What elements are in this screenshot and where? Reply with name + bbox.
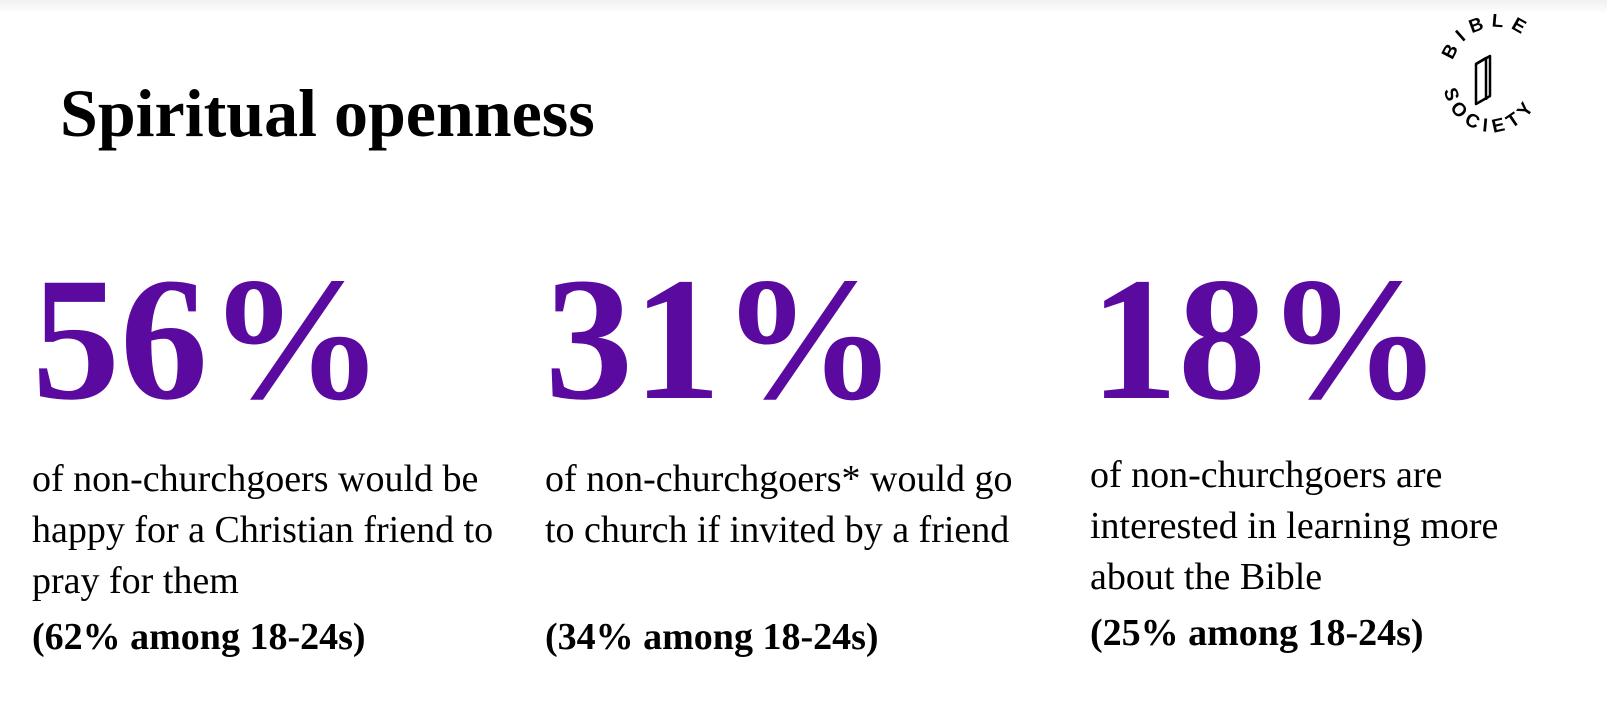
stat-block-church-invite: 31% of non-churchgoers* would go to chur…: [545, 240, 1025, 659]
svg-text:BIBLE: BIBLE: [1438, 14, 1535, 63]
stat-value: 18%: [1090, 242, 1442, 437]
stat-block-bible-interest: 18% of non-churchgoers are interested in…: [1090, 240, 1580, 655]
stat-subtext: (34% among 18-24s): [545, 616, 879, 658]
stat-value: 56%: [32, 242, 384, 437]
stat-subtext: (62% among 18-24s): [32, 616, 366, 658]
top-edge-shadow: [0, 0, 1607, 14]
bible-society-logo-icon: BIBLE SOCIETY: [1424, 14, 1554, 144]
stat-value: 31%: [545, 242, 897, 437]
stat-subtext: (25% among 18-24s): [1090, 612, 1424, 654]
stat-block-pray: 56% of non-churchgoers would be happy fo…: [32, 240, 502, 659]
stat-description: of non-churchgoers* would go to church i…: [545, 458, 1013, 551]
stat-description: of non-churchgoers would be happy for a …: [32, 458, 494, 602]
page-title: Spiritual openness: [60, 75, 595, 151]
stat-description: of non-churchgoers are interested in lea…: [1090, 454, 1499, 598]
